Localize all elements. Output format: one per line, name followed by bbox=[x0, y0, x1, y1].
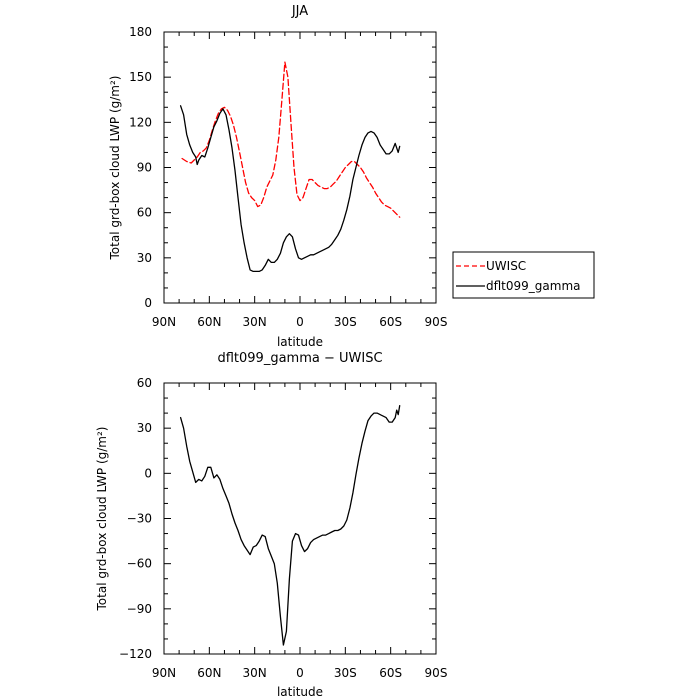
top-chart-y-tick-label: 90 bbox=[137, 161, 152, 175]
legend-label-dflt099-gamma: dflt099_gamma bbox=[486, 279, 581, 293]
bottom-chart-x-tick-label: 0 bbox=[296, 666, 304, 680]
bottom-chart-y-tick-label: −30 bbox=[127, 512, 152, 526]
top-chart-y-tick-label: 30 bbox=[137, 251, 152, 265]
bottom-chart-x-tick-label: 30N bbox=[243, 666, 267, 680]
legend-box bbox=[452, 251, 595, 299]
top-chart-y-tick-label: 60 bbox=[137, 206, 152, 220]
top-chart-y-axis: 0 30 60 90 120 150 180 bbox=[129, 25, 436, 310]
top-chart-x-tick-label: 0 bbox=[296, 315, 304, 329]
bottom-chart-y-tick-label: −120 bbox=[119, 647, 152, 661]
bottom-chart-y-axis-title: Total grd-box cloud LWP (g/m²) bbox=[95, 427, 109, 612]
top-chart-y-tick-label: 120 bbox=[129, 115, 152, 129]
bottom-chart-x-tick-label: 90N bbox=[152, 666, 176, 680]
bottom-chart-x-tick-label: 30S bbox=[334, 666, 357, 680]
top-chart-x-tick-label: 30S bbox=[334, 315, 357, 329]
top-chart-x-axis: 90N 60N 30N 0 30S 60S 90S bbox=[152, 32, 448, 329]
top-chart-frame bbox=[163, 31, 437, 304]
bottom-chart-x-axis-title: latitude bbox=[277, 685, 323, 699]
bottom-chart-x-tick-label: 90S bbox=[425, 666, 448, 680]
top-chart-y-tick-label: 0 bbox=[144, 296, 152, 310]
bottom-chart-x-axis: 90N 60N 30N 0 30S 60S 90S bbox=[152, 383, 448, 680]
top-chart-series-line-uwisc bbox=[181, 61, 401, 218]
bottom-chart-frame bbox=[163, 382, 437, 655]
legend: UWISC dflt099_gamma bbox=[452, 251, 595, 299]
bottom-chart-series bbox=[179, 404, 401, 646]
bottom-chart-y-axis: −120 −90 −60 −30 0 30 60 bbox=[119, 376, 436, 661]
bottom-chart-y-tick-label: −60 bbox=[127, 557, 152, 571]
top-chart-panel: JJA 90N 60N 30N 0 30S 60S 90S 0 30 60 90 120 150 180… bbox=[108, 4, 447, 349]
top-chart-y-axis-title: Total grd-box cloud LWP (g/m²) bbox=[108, 76, 122, 261]
top-chart-series bbox=[179, 61, 401, 273]
bottom-chart-series-line-series-0 bbox=[179, 404, 401, 646]
top-chart-series-line-dflt099-gamma bbox=[179, 105, 401, 273]
bottom-chart-y-tick-label: 30 bbox=[137, 421, 152, 435]
top-chart-x-tick-label: 90N bbox=[152, 315, 176, 329]
legend-label-uwisc: UWISC bbox=[486, 259, 526, 273]
top-chart-x-tick-label: 30N bbox=[243, 315, 267, 329]
top-chart-y-tick-label: 150 bbox=[129, 70, 152, 84]
top-chart-y-tick-label: 180 bbox=[129, 25, 152, 39]
bottom-chart-x-tick-label: 60N bbox=[197, 666, 221, 680]
top-chart-x-tick-label: 60N bbox=[197, 315, 221, 329]
bottom-chart-panel: dflt099_gamma − UWISC 90N 60N 30N 0 30S 60S 90… bbox=[95, 351, 447, 699]
top-chart-x-tick-label: 60S bbox=[379, 315, 402, 329]
bottom-chart-y-tick-label: −90 bbox=[127, 602, 152, 616]
top-chart-x-axis-title: latitude bbox=[277, 335, 323, 349]
bottom-chart-x-tick-label: 60S bbox=[379, 666, 402, 680]
bottom-chart-y-tick-label: 0 bbox=[144, 466, 152, 480]
bottom-chart-title: dflt099_gamma − UWISC bbox=[217, 351, 382, 366]
bottom-chart-y-tick-label: 60 bbox=[137, 376, 152, 390]
top-chart-x-tick-label: 90S bbox=[425, 315, 448, 329]
top-chart-title: JJA bbox=[291, 4, 308, 19]
